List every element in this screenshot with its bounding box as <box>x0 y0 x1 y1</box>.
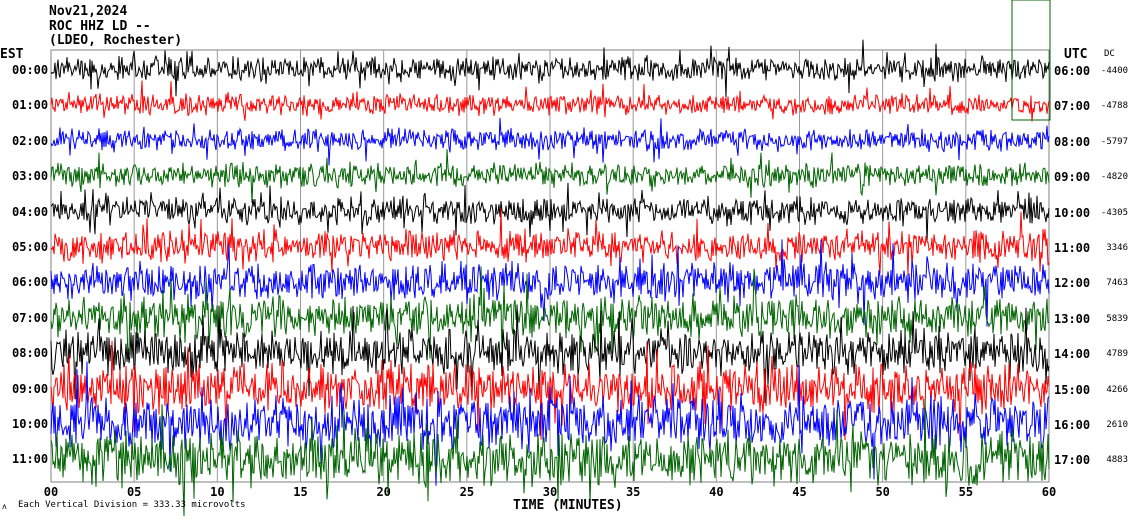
seismic-trace <box>50 304 1050 404</box>
dc-offset-value: -5797 <box>1100 137 1128 147</box>
utc-hour-label: 10:00 <box>1054 206 1091 220</box>
est-hour-label: 05:00 <box>12 240 49 254</box>
seismic-trace <box>50 340 1050 441</box>
est-hour-label: 00:00 <box>12 63 49 77</box>
seismic-trace <box>50 239 1050 327</box>
x-tick-label: 60 <box>1042 485 1056 499</box>
x-tick-label: 30 <box>543 485 557 499</box>
utc-hour-label: 07:00 <box>1054 99 1091 113</box>
x-axis-title: TIME (MINUTES) <box>513 498 623 513</box>
utc-hour-label: 12:00 <box>1054 276 1091 290</box>
dc-offset-value: 3346 <box>1106 243 1128 253</box>
seismic-trace <box>50 80 1050 122</box>
highlight-box <box>1011 0 1051 121</box>
date-label: Nov21,2024 <box>49 4 128 19</box>
x-tick-label: 50 <box>875 485 889 499</box>
dc-offset-value: 7463 <box>1106 278 1128 288</box>
seismic-trace <box>50 361 1050 486</box>
est-axis-label: EST <box>0 47 24 62</box>
scale-note: Each Vertical Division = 333.33 microvol… <box>18 500 246 510</box>
seismic-trace <box>50 182 1050 243</box>
utc-hour-label: 15:00 <box>1054 383 1091 397</box>
est-hour-label: 04:00 <box>12 205 49 219</box>
x-tick-label: 35 <box>626 485 640 499</box>
utc-hour-label: 06:00 <box>1054 64 1091 78</box>
est-hour-label: 02:00 <box>12 134 49 148</box>
x-tick-label: 55 <box>959 485 973 499</box>
x-tick-label: 25 <box>460 485 474 499</box>
est-hour-label: 08:00 <box>12 346 49 360</box>
dc-offset-value: 4266 <box>1106 385 1128 395</box>
utc-hour-label: 09:00 <box>1054 170 1091 184</box>
est-hour-label: 11:00 <box>12 452 49 466</box>
est-hour-label: 01:00 <box>12 98 49 112</box>
dc-offset-value: 2610 <box>1106 420 1128 430</box>
seismic-trace <box>50 208 1050 276</box>
seismic-trace <box>50 39 1050 98</box>
est-hour-label: 07:00 <box>12 311 49 325</box>
utc-hour-label: 16:00 <box>1054 418 1091 432</box>
est-hour-label: 10:00 <box>12 417 49 431</box>
utc-hour-label: 14:00 <box>1054 347 1091 361</box>
x-tick-label: 00 <box>44 485 58 499</box>
x-tick-label: 20 <box>376 485 390 499</box>
est-hour-label: 06:00 <box>12 275 49 289</box>
x-tick-label: 10 <box>210 485 224 499</box>
utc-axis-label: UTC <box>1064 47 1088 62</box>
scale-icon: ʌ <box>2 502 7 511</box>
est-hour-label: 03:00 <box>12 169 49 183</box>
dc-offset-value: 4883 <box>1106 455 1128 465</box>
dc-offset-value: -4305 <box>1100 208 1128 218</box>
est-hour-label: 09:00 <box>12 382 49 396</box>
seismic-trace <box>50 117 1050 166</box>
dc-offset-value: -4820 <box>1100 172 1128 182</box>
x-tick-label: 05 <box>127 485 141 499</box>
utc-hour-label: 11:00 <box>1054 241 1091 255</box>
dc-offset-value: 4789 <box>1106 349 1128 359</box>
station-label: ROC HHZ LD -- <box>49 19 151 34</box>
seismic-trace <box>50 149 1050 203</box>
dc-offset-value: -4400 <box>1100 66 1128 76</box>
dc-offset-value: -4788 <box>1100 101 1128 111</box>
utc-hour-label: 13:00 <box>1054 312 1091 326</box>
seismic-trace <box>50 398 1050 517</box>
utc-hour-label: 17:00 <box>1054 453 1091 467</box>
dc-offset-value: 5839 <box>1106 314 1128 324</box>
utc-hour-label: 08:00 <box>1054 135 1091 149</box>
seismic-trace <box>50 266 1050 360</box>
x-tick-label: 15 <box>293 485 307 499</box>
dc-label: DC <box>1104 49 1115 59</box>
x-tick-label: 45 <box>792 485 806 499</box>
x-tick-label: 40 <box>709 485 723 499</box>
network-label: (LDEO, Rochester) <box>49 33 183 48</box>
